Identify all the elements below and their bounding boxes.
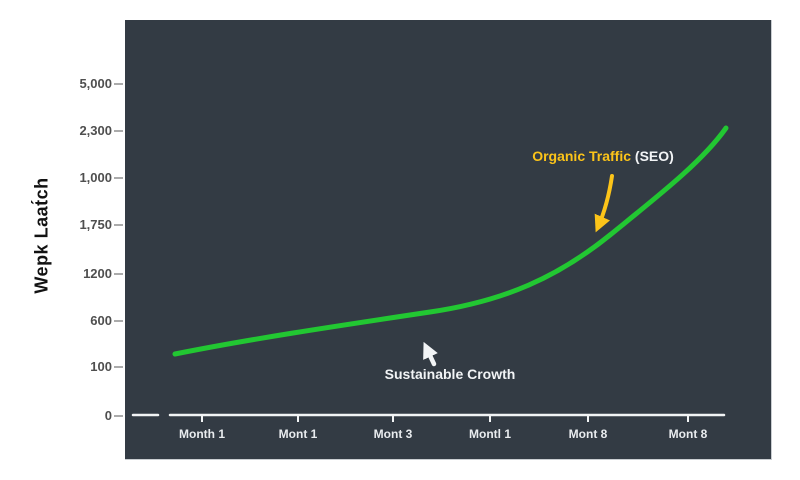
annotation-sustainable-growth: Sustainable Crowth (384, 366, 516, 382)
y-axis-ticks (114, 83, 123, 417)
x-tick-label: Mont 8 (568, 427, 608, 441)
y-tick-label: 1,000 (79, 170, 112, 185)
y-tick-label: 1200 (83, 266, 112, 281)
annotation-organic-traffic-text: Organic Traffic (532, 148, 632, 164)
annotation-organic-traffic: Organic Traffic (SEO) (498, 148, 708, 164)
y-tick-label: 0 (104, 408, 112, 423)
y-tick-label: 2,300 (79, 123, 112, 138)
y-tick-label: 100 (90, 359, 112, 374)
annotation-seo-suffix: (SEO) (631, 148, 674, 164)
y-tick-label: 5,000 (79, 76, 112, 91)
y-tick-label: 600 (90, 313, 112, 328)
x-tick-label: Mont 3 (373, 427, 413, 441)
x-tick-label: Mont 1 (278, 427, 318, 441)
x-tick-label: Montl 1 (469, 427, 511, 441)
plot-area (125, 20, 772, 460)
x-tick-label: Mont 8 (668, 427, 708, 441)
y-tick-label: 1,750 (79, 217, 112, 232)
x-tick-label: Month 1 (179, 427, 225, 441)
